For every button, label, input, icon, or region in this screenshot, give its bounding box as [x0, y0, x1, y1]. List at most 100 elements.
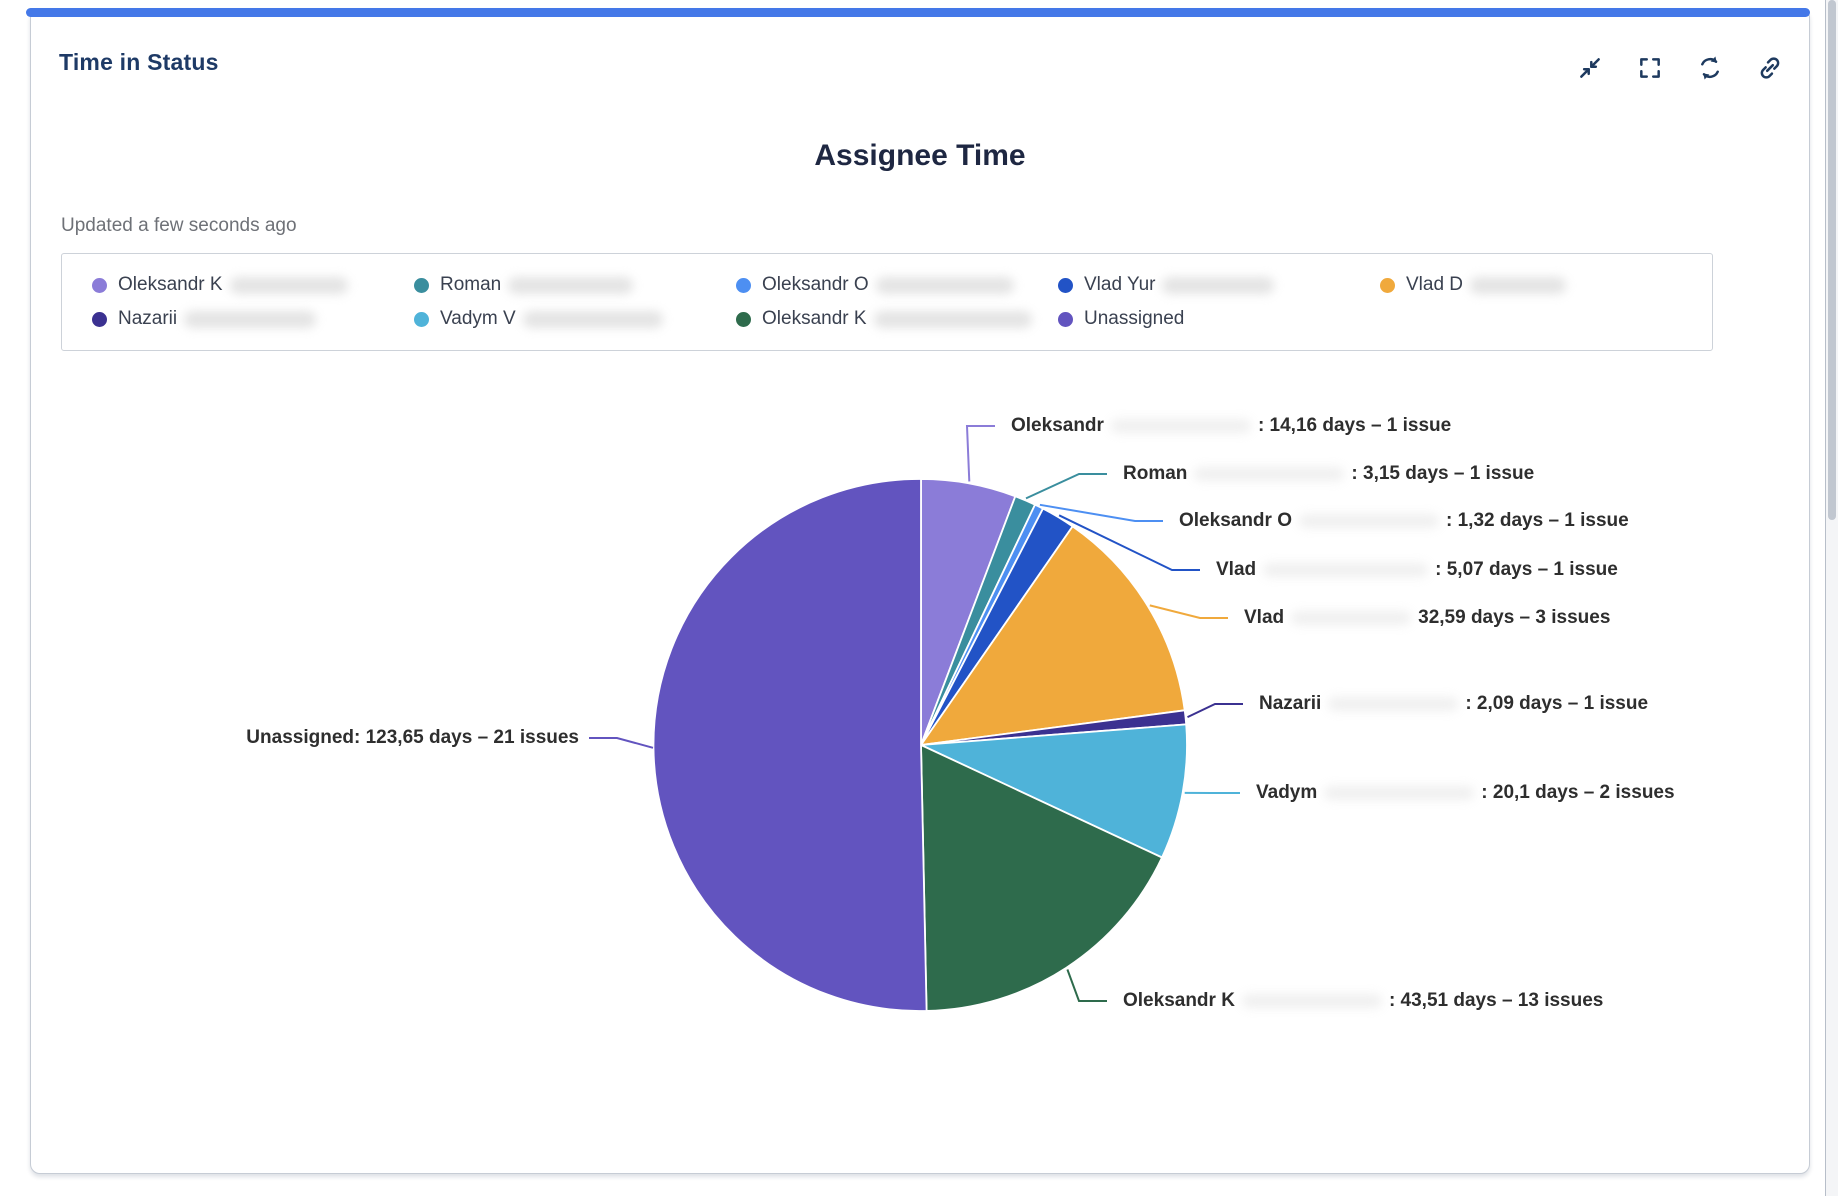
callout-value: 32,59 days – 3 issues — [1418, 607, 1611, 628]
redacted-text — [1194, 467, 1345, 481]
legend-label: Unassigned — [1084, 308, 1185, 329]
callout-name: Nazarii — [1259, 693, 1322, 714]
callout-name: Oleksandr O — [1179, 510, 1292, 531]
widget-toolbar — [1573, 51, 1787, 85]
label-connector-line — [1066, 969, 1107, 1002]
chart-title: Assignee Time — [814, 139, 1026, 172]
redacted-text — [229, 276, 348, 294]
callout-value: : 5,07 days – 1 issue — [1435, 559, 1618, 580]
redacted-text — [1110, 419, 1251, 433]
legend-item[interactable]: Oleksandr O — [736, 274, 1058, 296]
legend-color-dot — [736, 277, 751, 293]
label-connector-line — [965, 425, 995, 482]
legend-item[interactable]: Vlad D — [1380, 274, 1702, 296]
scrollbar-thumb[interactable] — [1828, 0, 1836, 520]
label-connector-line — [589, 737, 654, 749]
redacted-text — [1291, 611, 1412, 625]
callout-name: Oleksandr — [1011, 415, 1104, 436]
legend-label: Vlad D — [1406, 274, 1464, 295]
legend-color-dot — [92, 277, 107, 293]
widget-accent-bar — [26, 8, 1810, 17]
redacted-text — [1299, 514, 1439, 528]
label-connector-line — [1149, 604, 1228, 619]
pie-callout-label: Roman: 3,15 days – 1 issue — [1123, 460, 1534, 488]
pie-chart: Oleksandr: 14,16 days – 1 issue Roman: 3,… — [31, 9, 1809, 1173]
callout-value: : 123,65 days – 21 issues — [354, 727, 579, 748]
pie-callout-label: Vadym : 20,1 days – 2 issues — [1256, 779, 1675, 807]
link-icon — [1760, 57, 1780, 79]
redacted-text — [1328, 697, 1459, 711]
legend-label: Oleksandr O — [762, 274, 869, 295]
callout-value: : 20,1 days – 2 issues — [1481, 782, 1675, 803]
fullscreen-icon — [1640, 58, 1660, 78]
redacted-text — [522, 310, 663, 328]
pie-callout-label: Oleksandr O : 1,32 days – 1 issue — [1179, 507, 1629, 535]
redacted-text — [1324, 786, 1475, 800]
legend-color-dot — [92, 311, 107, 327]
legend-label: Vlad Yur — [1084, 274, 1156, 295]
redacted-text — [1241, 994, 1382, 1008]
legend-color-dot — [1380, 277, 1395, 293]
callout-name: Oleksandr K — [1123, 990, 1235, 1011]
redacted-text — [875, 276, 1014, 294]
pie-svg — [589, 425, 1243, 1012]
pie-slice[interactable] — [920, 709, 1188, 746]
callout-name: Vadym — [1256, 782, 1318, 803]
callout-value: : 3,15 days – 1 issue — [1351, 463, 1535, 484]
redacted-text — [1263, 563, 1429, 577]
pie-callout-label: Oleksandr K : 43,51 days – 13 issues — [1123, 987, 1603, 1015]
link-button[interactable] — [1753, 51, 1787, 85]
legend-item[interactable]: Roman — [414, 274, 736, 296]
legend-item[interactable]: Unassigned — [1058, 308, 1380, 330]
legend-item[interactable]: Vlad Yur — [1058, 274, 1380, 296]
label-connector-line — [1025, 473, 1107, 500]
time-in-status-widget: Time in Status — [26, 8, 1810, 1174]
widget-title: Time in Status — [59, 49, 219, 75]
label-connector-line — [1058, 514, 1200, 571]
pie-slice[interactable] — [920, 723, 1188, 859]
legend-item[interactable]: Oleksandr K — [92, 274, 414, 296]
scrollbar[interactable] — [1825, 0, 1838, 1196]
pie-callout-label: Vlad : 5,07 days – 1 issue — [1216, 556, 1618, 584]
refresh-icon — [1701, 56, 1719, 80]
pie-slice[interactable] — [652, 478, 928, 1012]
legend-color-dot — [1058, 311, 1073, 327]
legend-label: Oleksandr K — [118, 274, 223, 295]
callout-name: Vlad — [1244, 607, 1285, 628]
callout-value: : 1,32 days – 1 issue — [1446, 510, 1629, 531]
pie-callout-label: Unassigned: 123,65 days – 21 issues — [246, 724, 579, 752]
label-connector-line — [1187, 703, 1243, 719]
collapse-button[interactable] — [1573, 51, 1607, 85]
legend-label: Nazarii — [118, 308, 178, 329]
callout-value: : 43,51 days – 13 issues — [1388, 990, 1604, 1011]
pie-callout-label: Nazarii: 2,09 days – 1 issue — [1259, 690, 1648, 718]
legend-color-dot — [414, 277, 429, 293]
label-connector-line — [1039, 503, 1163, 522]
collapse-icon — [1580, 58, 1600, 78]
refresh-button[interactable] — [1693, 51, 1727, 85]
pie-slice[interactable] — [920, 478, 1017, 746]
legend-color-dot — [414, 311, 429, 327]
pie-slice[interactable] — [920, 525, 1186, 746]
fullscreen-button[interactable] — [1633, 51, 1667, 85]
legend-label: Vadym V — [440, 308, 516, 329]
redacted-text — [508, 276, 634, 294]
legend-color-dot — [1058, 277, 1073, 293]
callout-name: Unassigned — [246, 727, 354, 748]
redacted-text — [1470, 276, 1567, 294]
legend-color-dot — [736, 311, 751, 327]
redacted-text — [1162, 276, 1275, 294]
legend-item[interactable]: Oleksandr K — [736, 308, 1058, 330]
callout-name: Vlad — [1216, 559, 1257, 580]
widget-header: Time in Status — [59, 49, 1787, 99]
legend-label: Oleksandr K — [762, 308, 867, 329]
pie-callout-label: Vlad 32,59 days – 3 issues — [1244, 604, 1610, 632]
pie-slice[interactable] — [920, 507, 1074, 746]
legend-item[interactable]: Vadym V — [414, 308, 736, 330]
pie-slice[interactable] — [920, 495, 1036, 746]
redacted-text — [873, 310, 1032, 328]
pie-slice[interactable] — [920, 744, 1163, 1012]
legend-item[interactable]: Nazarii — [92, 308, 414, 330]
chart-legend: Oleksandr K Roman Oleksandr O Vlad Yur Vlad … — [61, 253, 1713, 351]
pie-slice[interactable] — [920, 503, 1044, 746]
